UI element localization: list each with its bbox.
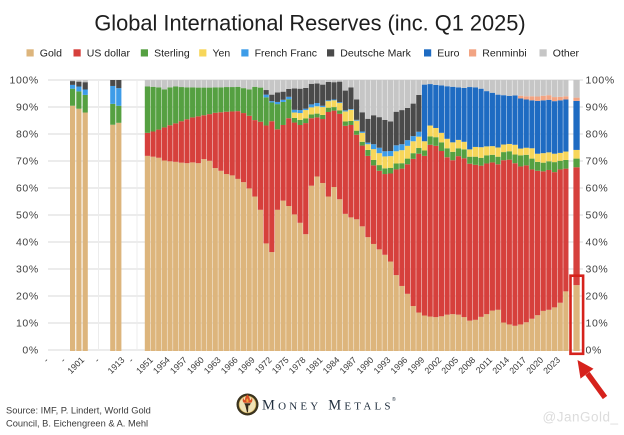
svg-text:40%: 40%: [586, 236, 609, 248]
svg-text:20%: 20%: [16, 290, 39, 302]
svg-text:90%: 90%: [16, 101, 39, 113]
svg-text:70%: 70%: [16, 155, 39, 167]
svg-text:®: ®: [392, 396, 396, 403]
svg-text:French Franc: French Franc: [255, 47, 317, 59]
svg-text:20%: 20%: [586, 290, 609, 302]
svg-text:10%: 10%: [16, 317, 39, 329]
svg-text:30%: 30%: [16, 263, 39, 275]
svg-text:50%: 50%: [586, 209, 609, 221]
svg-text:Gold: Gold: [40, 47, 62, 59]
svg-text:Council, B. Eichengreen & A. M: Council, B. Eichengreen & A. Mehl: [6, 419, 148, 429]
svg-text:50%: 50%: [16, 209, 39, 221]
svg-text:Deutsche Mark: Deutsche Mark: [340, 47, 411, 59]
svg-text:80%: 80%: [16, 128, 39, 140]
svg-text:Yen: Yen: [213, 47, 231, 59]
svg-text:@JanGold_: @JanGold_: [543, 410, 619, 425]
svg-text:0%: 0%: [586, 344, 602, 356]
svg-text:Sterling: Sterling: [154, 47, 190, 59]
svg-text:Euro: Euro: [437, 47, 459, 59]
svg-text:10%: 10%: [586, 317, 609, 329]
svg-text:-: -: [92, 355, 101, 364]
svg-text:-: -: [58, 355, 67, 364]
svg-text:30%: 30%: [586, 263, 609, 275]
svg-text:Renminbi: Renminbi: [482, 47, 526, 59]
svg-text:70%: 70%: [586, 155, 609, 167]
svg-text:80%: 80%: [586, 128, 609, 140]
svg-text:90%: 90%: [586, 101, 609, 113]
svg-text:-: -: [41, 355, 50, 364]
svg-text:60%: 60%: [16, 182, 39, 194]
svg-text:Source: IMF, P. Lindert, World: Source: IMF, P. Lindert, World Gold: [6, 406, 151, 416]
svg-text:0%: 0%: [22, 344, 38, 356]
svg-text:Global International Reserves: Global International Reserves (inc. Q1 2…: [94, 11, 525, 36]
svg-text:MONEY METALS: MONEY METALS: [262, 398, 394, 414]
svg-text:-: -: [126, 355, 135, 364]
svg-text:40%: 40%: [16, 236, 39, 248]
svg-text:US dollar: US dollar: [87, 47, 131, 59]
svg-text:Other: Other: [553, 47, 580, 59]
svg-text:100%: 100%: [586, 74, 615, 86]
svg-text:60%: 60%: [586, 182, 609, 194]
svg-text:100%: 100%: [10, 74, 39, 86]
